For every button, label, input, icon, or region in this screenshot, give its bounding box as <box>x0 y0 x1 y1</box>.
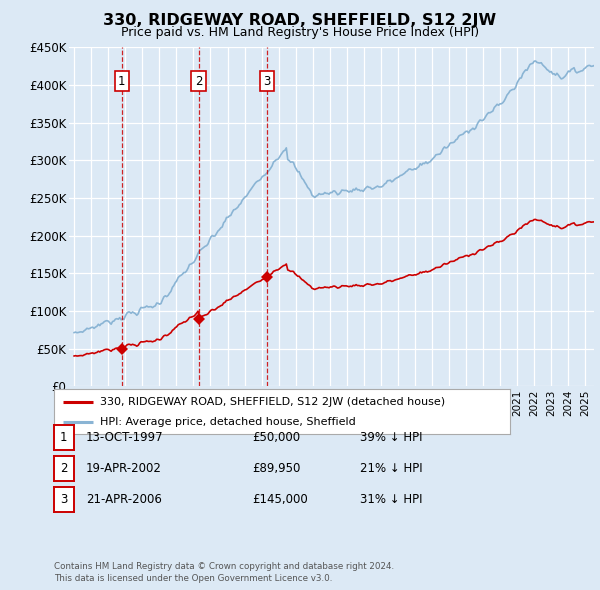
Text: 39% ↓ HPI: 39% ↓ HPI <box>360 431 422 444</box>
Text: 3: 3 <box>60 493 68 506</box>
Text: 21-APR-2006: 21-APR-2006 <box>86 493 161 506</box>
Text: 2: 2 <box>60 462 68 475</box>
Text: 19-APR-2002: 19-APR-2002 <box>86 462 161 475</box>
Text: 13-OCT-1997: 13-OCT-1997 <box>86 431 163 444</box>
Text: 21% ↓ HPI: 21% ↓ HPI <box>360 462 422 475</box>
Text: HPI: Average price, detached house, Sheffield: HPI: Average price, detached house, Shef… <box>100 417 355 427</box>
Text: 1: 1 <box>118 74 125 88</box>
Text: Price paid vs. HM Land Registry's House Price Index (HPI): Price paid vs. HM Land Registry's House … <box>121 26 479 39</box>
Text: Contains HM Land Registry data © Crown copyright and database right 2024.
This d: Contains HM Land Registry data © Crown c… <box>54 562 394 583</box>
Text: 330, RIDGEWAY ROAD, SHEFFIELD, S12 2JW (detached house): 330, RIDGEWAY ROAD, SHEFFIELD, S12 2JW (… <box>100 397 445 407</box>
Text: 3: 3 <box>263 74 271 88</box>
Text: £50,000: £50,000 <box>252 431 300 444</box>
Text: 330, RIDGEWAY ROAD, SHEFFIELD, S12 2JW: 330, RIDGEWAY ROAD, SHEFFIELD, S12 2JW <box>103 13 497 28</box>
Text: £89,950: £89,950 <box>252 462 301 475</box>
Text: 31% ↓ HPI: 31% ↓ HPI <box>360 493 422 506</box>
Text: 1: 1 <box>60 431 68 444</box>
Text: £145,000: £145,000 <box>252 493 308 506</box>
Text: 2: 2 <box>195 74 202 88</box>
